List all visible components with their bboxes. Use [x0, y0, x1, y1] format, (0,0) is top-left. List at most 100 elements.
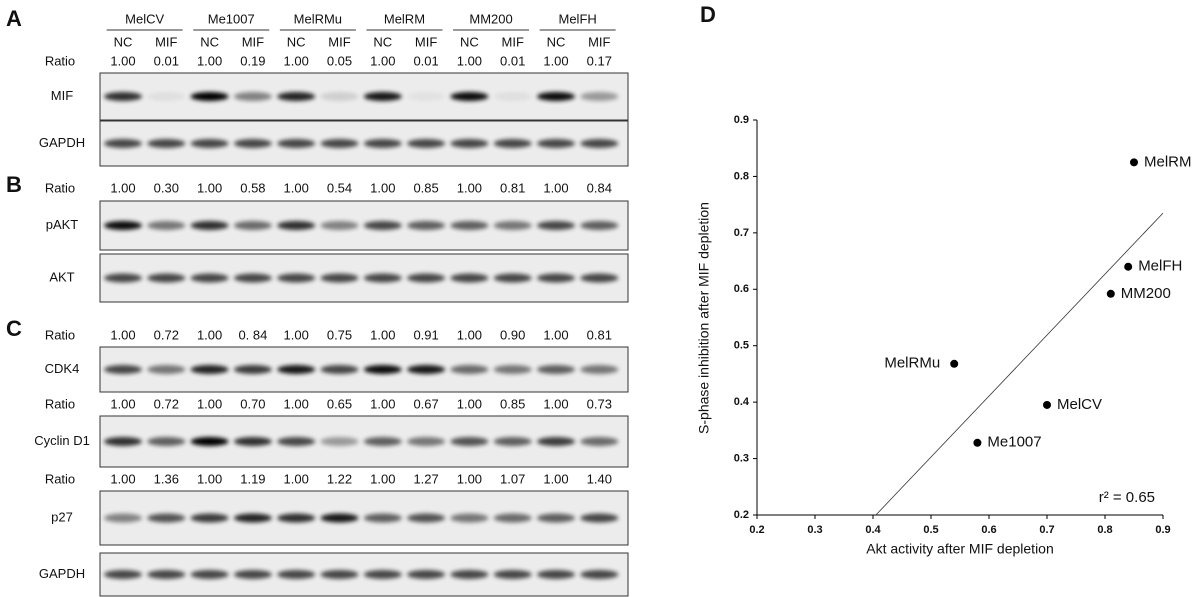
band	[493, 437, 532, 446]
ratio-value: 1.40	[587, 471, 612, 486]
band	[320, 365, 359, 374]
ratio-value: 1.00	[284, 180, 309, 195]
x-tick-label: 0.8	[1097, 524, 1112, 536]
band	[104, 570, 142, 579]
band	[277, 437, 316, 446]
band	[450, 92, 489, 101]
band	[147, 570, 186, 579]
ratio-value: 0.72	[154, 396, 179, 411]
ratio-value: 1.00	[110, 180, 135, 195]
band	[233, 92, 272, 101]
band	[277, 570, 316, 579]
band	[104, 437, 142, 446]
x-tick-label: 0.9	[1155, 524, 1170, 536]
ratio-value: 0.65	[327, 396, 352, 411]
ratio-value: 0.85	[500, 396, 525, 411]
ratio-value: 1.00	[543, 180, 568, 195]
ratio-value: 0.17	[587, 53, 612, 68]
cell-line-label: MelFH	[559, 11, 597, 26]
condition-label: NC	[200, 34, 219, 49]
condition-label: MIF	[242, 34, 264, 49]
band	[363, 365, 402, 374]
ratio-value: 1.00	[110, 396, 135, 411]
band	[320, 139, 359, 148]
band	[147, 221, 186, 230]
blot-label: Cyclin D1	[34, 433, 90, 448]
ratio-value: 1.00	[197, 471, 222, 486]
band	[190, 570, 229, 579]
ratio-value: 1.00	[457, 53, 482, 68]
ratio-value: 1.00	[457, 327, 482, 342]
band	[363, 273, 402, 283]
band	[537, 221, 575, 230]
y-tick-label: 0.9	[734, 114, 749, 126]
ratio-value: 1.00	[197, 327, 222, 342]
cell-line-label: Me1007	[208, 11, 255, 26]
band	[147, 139, 186, 148]
ratio-value: 1.00	[370, 53, 395, 68]
ratio-value: 1.00	[197, 53, 222, 68]
band	[233, 221, 272, 230]
band	[537, 273, 575, 283]
ratio-value: 0.84	[587, 180, 612, 195]
ratio-value: 1.00	[457, 396, 482, 411]
band	[147, 365, 186, 374]
ratio-value: 0.58	[240, 180, 265, 195]
ratio-value: 0.85	[413, 180, 438, 195]
blot-label: AKT	[49, 269, 74, 284]
ratio-value: 1.00	[370, 471, 395, 486]
band	[147, 273, 186, 283]
condition-label: MIF	[502, 34, 524, 49]
band	[190, 365, 229, 374]
band	[104, 365, 142, 374]
band	[493, 570, 532, 579]
ratio-value: 1.07	[500, 471, 525, 486]
band	[363, 92, 402, 101]
cell-line-label: MelCV	[125, 11, 164, 26]
ratio-value: 1.00	[543, 396, 568, 411]
point-label: Me1007	[987, 434, 1041, 451]
ratio-value: 1.00	[457, 180, 482, 195]
point	[1043, 400, 1051, 409]
band	[190, 437, 229, 446]
band	[277, 221, 316, 230]
band	[147, 513, 186, 523]
band	[320, 273, 359, 283]
ratio-value: 1.00	[197, 180, 222, 195]
band	[450, 437, 489, 446]
ratio-value: 0.73	[587, 396, 612, 411]
panel-letter: D	[700, 2, 716, 27]
ratio-value: 0.54	[327, 180, 352, 195]
x-tick-label: 0.4	[865, 524, 881, 536]
band	[233, 273, 272, 283]
band	[537, 513, 575, 523]
ratio-value: 1.00	[284, 327, 309, 342]
band	[493, 365, 532, 374]
trendline	[875, 212, 1164, 516]
y-tick-label: 0.7	[734, 227, 749, 239]
panel-letter: B	[6, 172, 22, 197]
condition-label: NC	[460, 34, 479, 49]
condition-label: NC	[287, 34, 306, 49]
band	[147, 92, 186, 101]
ratio-value: 0.01	[500, 53, 525, 68]
point	[1124, 262, 1133, 271]
point-label: MelCV	[1057, 396, 1102, 413]
band	[363, 570, 402, 579]
ratio-value: 0.67	[413, 396, 438, 411]
blot-label: CDK4	[45, 361, 80, 376]
ratio-label: Ratio	[45, 396, 75, 411]
band	[537, 570, 575, 579]
y-tick-label: 0.6	[734, 283, 749, 295]
band	[580, 437, 619, 446]
band	[320, 221, 359, 230]
band	[407, 437, 446, 446]
ratio-value: 1.00	[197, 396, 222, 411]
condition-label: MIF	[328, 34, 350, 49]
band	[320, 437, 359, 446]
panel-letter: A	[6, 6, 22, 31]
blot-label: pAKT	[46, 217, 79, 232]
band	[104, 513, 142, 523]
condition-label: MIF	[415, 34, 437, 49]
band	[233, 365, 272, 374]
